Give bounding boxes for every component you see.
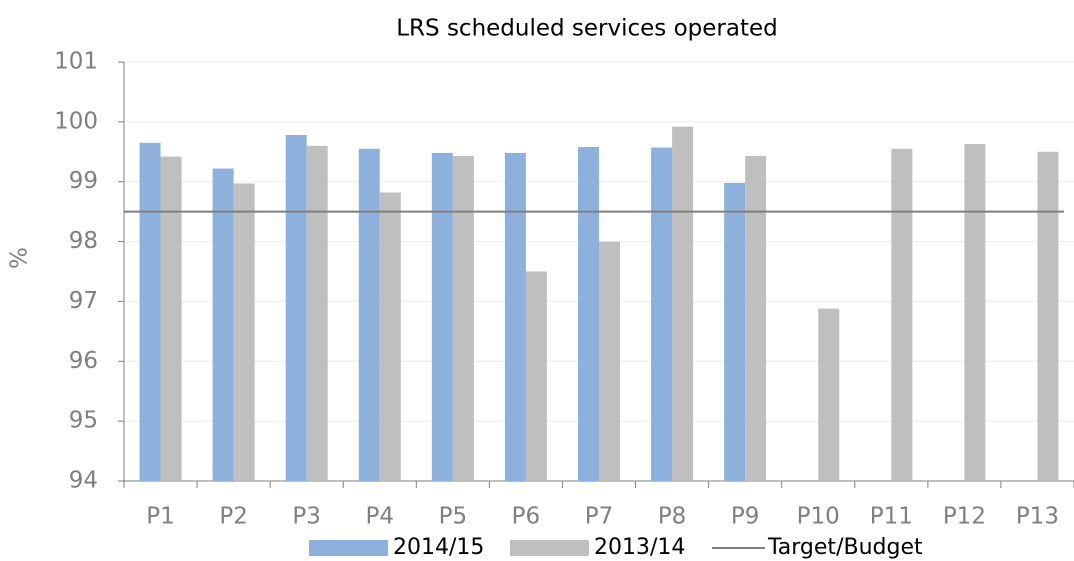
bar (672, 126, 694, 481)
x-tick-label: P12 (943, 504, 986, 530)
x-tick-label: P2 (219, 504, 248, 530)
bar (599, 241, 620, 481)
bar (745, 155, 767, 481)
bar (724, 182, 746, 481)
bar (431, 152, 453, 482)
y-tick-label: 99 (69, 168, 98, 194)
x-tick-label: P8 (658, 504, 687, 530)
bar (964, 144, 986, 482)
bar (379, 192, 401, 481)
x-tick-label: P10 (797, 504, 840, 530)
bar (818, 308, 840, 481)
y-tick-label: 94 (69, 468, 98, 494)
y-tick-label: 101 (54, 49, 98, 75)
bar (504, 152, 526, 482)
y-axis-label: % (7, 247, 33, 269)
bar (891, 148, 913, 482)
bar (525, 271, 547, 481)
legend-swatch (510, 540, 589, 556)
bar (212, 168, 234, 481)
bar (233, 183, 255, 481)
legend-swatch (309, 540, 388, 556)
bar (651, 147, 673, 482)
bar (452, 155, 474, 481)
legend-label: Target/Budget (767, 535, 923, 560)
x-tick-label: P3 (292, 504, 321, 530)
y-tick-label: 100 (54, 108, 98, 134)
chart-title: LRS scheduled services operated (396, 16, 778, 42)
y-tick-label: 98 (69, 228, 98, 254)
x-tick-label: P13 (1016, 504, 1059, 530)
x-tick-label: P11 (870, 504, 913, 530)
x-tick-label: P1 (146, 504, 175, 530)
legend-label: 2013/14 (594, 535, 685, 560)
x-tick-label: P6 (512, 504, 541, 530)
y-tick-label: 95 (69, 408, 98, 434)
legend-label: 2014/15 (393, 535, 484, 560)
bar (1037, 151, 1059, 482)
y-tick-label: 96 (69, 348, 98, 374)
x-tick-label: P7 (585, 504, 614, 530)
bar (358, 148, 380, 482)
bar (578, 146, 599, 482)
x-tick-label: P9 (731, 504, 760, 530)
bar (306, 145, 328, 482)
x-tick-label: P4 (366, 504, 395, 530)
bar (160, 156, 182, 481)
x-tick-label: P5 (439, 504, 468, 530)
y-tick-label: 97 (69, 288, 98, 314)
bar (285, 135, 307, 482)
bar (139, 142, 161, 482)
